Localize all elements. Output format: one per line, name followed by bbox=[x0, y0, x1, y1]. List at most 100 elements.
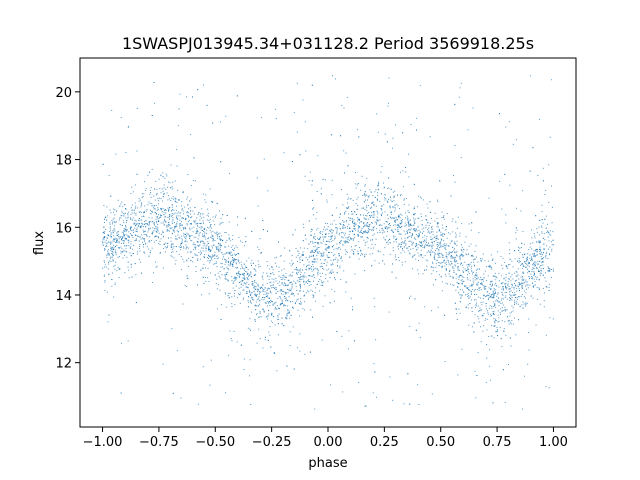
data-point bbox=[147, 223, 149, 225]
data-point bbox=[273, 316, 275, 318]
data-point bbox=[522, 301, 524, 303]
data-point bbox=[153, 204, 155, 206]
data-point bbox=[401, 225, 403, 227]
data-point bbox=[153, 272, 154, 274]
data-point bbox=[373, 212, 375, 214]
data-point bbox=[292, 301, 294, 303]
data-point bbox=[205, 194, 207, 196]
data-point bbox=[289, 345, 291, 347]
data-point bbox=[443, 261, 445, 263]
data-point bbox=[157, 236, 159, 238]
data-point bbox=[489, 288, 491, 290]
data-point bbox=[245, 265, 247, 267]
data-point bbox=[246, 292, 248, 294]
data-point bbox=[112, 254, 114, 256]
data-point bbox=[123, 222, 125, 224]
data-point bbox=[164, 219, 166, 221]
data-point bbox=[478, 318, 480, 320]
data-point bbox=[455, 234, 457, 236]
data-point bbox=[366, 210, 368, 212]
data-point bbox=[545, 257, 547, 259]
data-point bbox=[487, 312, 489, 314]
data-point bbox=[328, 251, 330, 253]
data-point bbox=[448, 245, 450, 247]
data-point bbox=[193, 249, 195, 251]
data-point bbox=[102, 243, 104, 245]
data-point bbox=[339, 222, 341, 224]
data-point bbox=[512, 307, 514, 309]
data-point bbox=[157, 230, 159, 232]
data-point bbox=[360, 250, 362, 252]
data-point bbox=[311, 249, 313, 251]
data-point bbox=[314, 249, 316, 251]
data-point bbox=[347, 239, 349, 241]
data-point bbox=[475, 245, 477, 247]
data-point bbox=[481, 314, 483, 316]
data-point bbox=[482, 280, 484, 282]
data-point bbox=[468, 253, 470, 255]
data-point bbox=[320, 280, 322, 282]
data-point bbox=[519, 305, 521, 307]
data-point bbox=[221, 266, 223, 268]
data-point bbox=[460, 296, 462, 298]
data-point bbox=[279, 255, 281, 257]
data-point bbox=[418, 195, 420, 197]
data-point bbox=[414, 222, 416, 224]
data-point bbox=[139, 245, 141, 247]
data-point bbox=[105, 246, 107, 248]
data-point bbox=[440, 276, 442, 278]
data-point bbox=[429, 201, 431, 203]
data-point bbox=[371, 265, 373, 267]
data-point bbox=[518, 290, 520, 292]
data-point bbox=[195, 246, 197, 248]
data-point bbox=[220, 262, 222, 264]
data-point bbox=[365, 194, 367, 196]
data-point bbox=[209, 272, 211, 274]
data-point bbox=[280, 293, 282, 295]
data-point bbox=[358, 220, 360, 222]
data-point bbox=[196, 229, 198, 231]
data-point bbox=[396, 226, 398, 228]
data-point bbox=[414, 254, 416, 256]
data-point bbox=[522, 190, 524, 192]
data-point bbox=[212, 216, 214, 218]
data-point bbox=[488, 265, 490, 267]
data-point bbox=[308, 275, 310, 277]
data-point bbox=[312, 242, 314, 244]
data-point bbox=[258, 299, 260, 301]
data-point bbox=[237, 253, 239, 255]
data-point bbox=[324, 229, 326, 231]
data-point bbox=[283, 290, 285, 292]
data-point bbox=[273, 284, 274, 286]
data-point bbox=[114, 282, 116, 284]
data-point bbox=[219, 232, 221, 234]
data-point bbox=[450, 257, 452, 259]
data-point bbox=[171, 256, 173, 258]
data-point bbox=[201, 230, 203, 232]
data-point bbox=[521, 293, 523, 295]
data-point bbox=[415, 129, 417, 131]
data-point bbox=[261, 287, 263, 289]
data-point bbox=[189, 200, 191, 202]
data-point bbox=[235, 262, 237, 264]
data-point bbox=[439, 262, 441, 264]
data-point bbox=[114, 214, 116, 216]
data-point bbox=[501, 320, 503, 322]
data-point bbox=[204, 254, 206, 256]
data-point bbox=[272, 269, 274, 271]
data-point bbox=[120, 342, 122, 344]
data-point bbox=[229, 330, 231, 332]
data-point bbox=[171, 206, 173, 208]
data-point bbox=[325, 274, 327, 276]
data-point bbox=[518, 284, 520, 286]
data-point bbox=[123, 230, 125, 232]
data-point bbox=[534, 280, 536, 282]
data-point bbox=[313, 237, 315, 239]
data-point bbox=[504, 173, 506, 175]
data-point bbox=[256, 313, 258, 315]
data-point bbox=[142, 246, 144, 248]
data-point bbox=[377, 220, 379, 222]
data-point bbox=[423, 241, 425, 243]
data-point bbox=[196, 284, 198, 286]
data-point bbox=[210, 236, 212, 238]
